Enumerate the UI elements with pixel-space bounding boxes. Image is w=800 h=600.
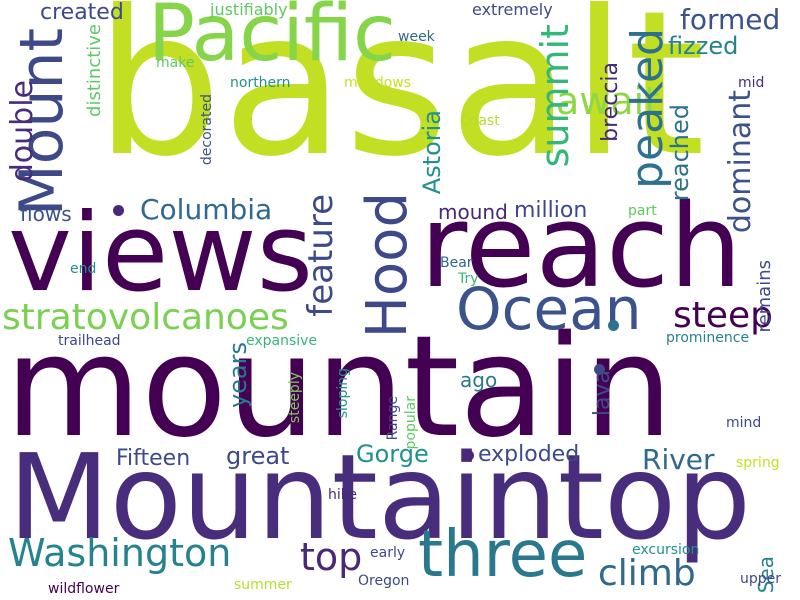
word-fifteen: Fifteen [116,446,191,471]
word-river: River [642,443,715,476]
word-double: double [5,80,40,183]
word-exploded: exploded [478,442,580,467]
word-mound: mound [438,200,508,224]
word-washington: Washington [8,531,232,575]
word-range: Range [385,396,401,441]
punctuation-dot [463,450,474,461]
word-northern: northern [230,75,291,91]
word-formed: formed [680,3,781,36]
word-basalt: basalt [95,0,706,201]
word-gorge: Gorge [356,440,429,468]
word-part: part [628,203,657,219]
word-steeply: steeply [287,372,303,424]
punctuation-dot [113,205,124,216]
word-expansive: expansive [246,333,318,349]
word-fizzed: fizzed [668,32,739,60]
word-coast: Coast [460,113,500,129]
word-bear: Bear [440,255,473,271]
word-hood: Hood [355,192,420,339]
word-trailhead: trailhead [58,333,121,349]
word-stratovolcanoes: stratovolcanoes [2,297,289,338]
word-extremely: extremely [472,0,553,19]
word-mid: mid [738,75,765,91]
word-top: top [300,535,363,579]
word-wildflower: wildflower [48,581,120,597]
word-week: week [398,29,435,45]
word-justifiably: justifiably [210,0,288,19]
word-decorated: decorated [199,94,215,166]
word-remains: remains [754,260,775,333]
word-peaked: peaked [622,28,673,189]
word-mind: mind [726,415,762,431]
word-created: created [40,0,124,25]
word-breccia: breccia [598,62,623,142]
word-make: make [156,55,195,71]
word-end: end [70,261,97,277]
word-astoria: Astoria [418,110,446,195]
word-years: years [224,342,252,409]
word-ago: ago [460,368,498,392]
word-excursion: excursion [632,542,700,558]
word-views: views [8,191,313,316]
word-great: great [226,442,290,470]
word-dominant: dominant [723,90,758,234]
word-lava: lava [590,370,615,417]
word-reach: reach [420,180,743,314]
word-popular: popular [403,396,419,450]
word-columbia: Columbia [140,193,273,226]
word-steep: steep [673,295,774,336]
word-upper: upper [740,571,782,587]
word-summer: summer [234,577,292,593]
word-spring: spring [736,455,780,471]
word-climb: climb [598,553,696,594]
word-prominence: prominence [666,330,750,346]
word-mountain: mountain [5,306,673,469]
word-hike: hike [328,487,357,503]
word-flows: flows [20,202,72,226]
punctuation-dot [608,320,619,331]
word-summit: summit [533,24,577,168]
word-feature: feature [301,194,341,317]
word-mountaintop: Mountaintop [8,428,752,566]
word-try: Try [458,271,479,287]
word-pacific: Pacific [148,0,396,79]
word-meadows: meadows [344,75,412,91]
word-oregon: Oregon [358,573,410,589]
word-await: await [556,79,660,123]
word-sloping: sloping [335,368,351,419]
punctuation-dot [594,364,605,375]
word-million: million [514,198,588,223]
word-three: three [418,518,588,592]
word-distinctive: distinctive [84,24,105,117]
word-reached: reached [666,104,694,202]
word-early: early [370,545,406,561]
